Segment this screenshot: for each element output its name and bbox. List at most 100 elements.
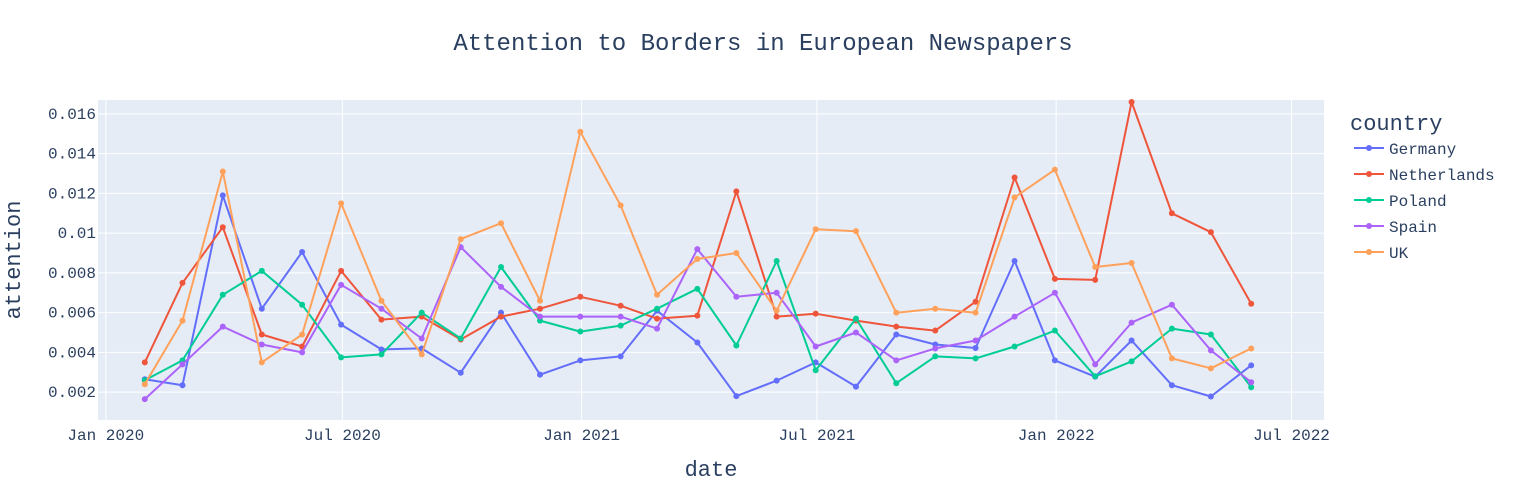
data-point-poland[interactable] xyxy=(299,301,306,308)
data-point-uk[interactable] xyxy=(694,256,701,263)
data-point-netherlands[interactable] xyxy=(1051,275,1058,282)
data-point-poland[interactable] xyxy=(852,315,859,322)
data-point-poland[interactable] xyxy=(1051,327,1058,334)
data-point-spain[interactable] xyxy=(1011,313,1018,320)
data-point-poland[interactable] xyxy=(457,335,464,342)
data-point-poland[interactable] xyxy=(1168,325,1175,332)
data-point-uk[interactable] xyxy=(1207,365,1214,372)
data-point-poland[interactable] xyxy=(812,367,819,374)
data-point-uk[interactable] xyxy=(617,202,624,209)
data-point-netherlands[interactable] xyxy=(1092,276,1099,283)
data-point-netherlands[interactable] xyxy=(617,302,624,309)
data-point-germany[interactable] xyxy=(694,339,701,346)
data-point-uk[interactable] xyxy=(972,309,979,316)
data-point-germany[interactable] xyxy=(1248,362,1255,369)
legend-item-netherlands[interactable]: Netherlands xyxy=(1354,167,1495,185)
data-point-poland[interactable] xyxy=(418,309,425,316)
data-point-uk[interactable] xyxy=(733,250,740,257)
data-point-spain[interactable] xyxy=(299,349,306,356)
data-point-poland[interactable] xyxy=(694,285,701,292)
data-point-netherlands[interactable] xyxy=(1207,229,1214,236)
data-point-spain[interactable] xyxy=(219,323,226,330)
data-point-poland[interactable] xyxy=(1092,373,1099,380)
data-point-poland[interactable] xyxy=(654,305,661,312)
data-point-germany[interactable] xyxy=(219,192,226,199)
data-point-netherlands[interactable] xyxy=(141,359,148,366)
data-point-uk[interactable] xyxy=(457,236,464,243)
data-point-germany[interactable] xyxy=(299,249,306,256)
data-point-uk[interactable] xyxy=(812,226,819,233)
data-point-spain[interactable] xyxy=(972,337,979,344)
data-point-uk[interactable] xyxy=(378,297,385,304)
data-point-netherlands[interactable] xyxy=(498,313,505,320)
data-point-germany[interactable] xyxy=(617,353,624,360)
data-point-uk[interactable] xyxy=(893,309,900,316)
data-point-netherlands[interactable] xyxy=(1128,98,1135,105)
data-point-germany[interactable] xyxy=(258,305,265,312)
data-point-spain[interactable] xyxy=(932,345,939,352)
data-point-uk[interactable] xyxy=(1128,259,1135,266)
data-point-spain[interactable] xyxy=(179,361,186,368)
data-point-spain[interactable] xyxy=(537,313,544,320)
data-point-poland[interactable] xyxy=(733,342,740,349)
data-point-germany[interactable] xyxy=(1051,357,1058,364)
data-point-spain[interactable] xyxy=(1248,379,1255,386)
legend-item-poland[interactable]: Poland xyxy=(1354,193,1447,211)
data-point-netherlands[interactable] xyxy=(338,267,345,274)
data-point-netherlands[interactable] xyxy=(1168,210,1175,217)
data-point-poland[interactable] xyxy=(932,353,939,360)
data-point-spain[interactable] xyxy=(258,341,265,348)
data-point-netherlands[interactable] xyxy=(972,298,979,305)
data-point-spain[interactable] xyxy=(893,357,900,364)
data-point-spain[interactable] xyxy=(654,325,661,332)
data-point-netherlands[interactable] xyxy=(537,305,544,312)
data-point-poland[interactable] xyxy=(577,328,584,335)
data-point-uk[interactable] xyxy=(1011,194,1018,201)
data-point-uk[interactable] xyxy=(338,200,345,207)
data-point-germany[interactable] xyxy=(1128,337,1135,344)
data-point-uk[interactable] xyxy=(1168,355,1175,362)
data-point-spain[interactable] xyxy=(1168,301,1175,308)
data-point-uk[interactable] xyxy=(654,291,661,298)
data-point-uk[interactable] xyxy=(498,220,505,227)
data-point-uk[interactable] xyxy=(299,331,306,338)
data-point-poland[interactable] xyxy=(219,291,226,298)
data-point-germany[interactable] xyxy=(893,331,900,338)
data-point-uk[interactable] xyxy=(773,307,780,314)
legend-item-uk[interactable]: UK xyxy=(1354,245,1409,263)
data-point-netherlands[interactable] xyxy=(1248,300,1255,307)
data-point-poland[interactable] xyxy=(1128,358,1135,365)
data-point-uk[interactable] xyxy=(1092,263,1099,270)
data-point-spain[interactable] xyxy=(852,329,859,336)
data-point-spain[interactable] xyxy=(1092,361,1099,368)
data-point-uk[interactable] xyxy=(1051,166,1058,173)
data-point-poland[interactable] xyxy=(617,322,624,329)
data-point-uk[interactable] xyxy=(1248,345,1255,352)
data-point-germany[interactable] xyxy=(1168,382,1175,389)
data-point-poland[interactable] xyxy=(498,263,505,270)
data-point-spain[interactable] xyxy=(141,396,148,403)
data-point-netherlands[interactable] xyxy=(654,315,661,322)
data-point-uk[interactable] xyxy=(219,168,226,175)
data-point-germany[interactable] xyxy=(733,393,740,400)
data-point-spain[interactable] xyxy=(498,283,505,290)
data-point-poland[interactable] xyxy=(773,257,780,264)
data-point-germany[interactable] xyxy=(537,371,544,378)
legend-item-germany[interactable]: Germany xyxy=(1354,141,1457,159)
data-point-spain[interactable] xyxy=(733,293,740,300)
data-point-germany[interactable] xyxy=(773,377,780,384)
data-point-germany[interactable] xyxy=(577,357,584,364)
data-point-spain[interactable] xyxy=(1128,319,1135,326)
data-point-uk[interactable] xyxy=(577,128,584,135)
data-point-poland[interactable] xyxy=(1248,384,1255,391)
data-point-germany[interactable] xyxy=(1011,257,1018,264)
data-point-germany[interactable] xyxy=(852,383,859,390)
data-point-uk[interactable] xyxy=(852,228,859,235)
data-point-uk[interactable] xyxy=(258,359,265,366)
data-point-netherlands[interactable] xyxy=(258,331,265,338)
data-point-germany[interactable] xyxy=(338,321,345,328)
data-point-uk[interactable] xyxy=(141,381,148,388)
data-point-netherlands[interactable] xyxy=(733,188,740,195)
data-point-netherlands[interactable] xyxy=(1011,174,1018,181)
data-point-poland[interactable] xyxy=(972,355,979,362)
